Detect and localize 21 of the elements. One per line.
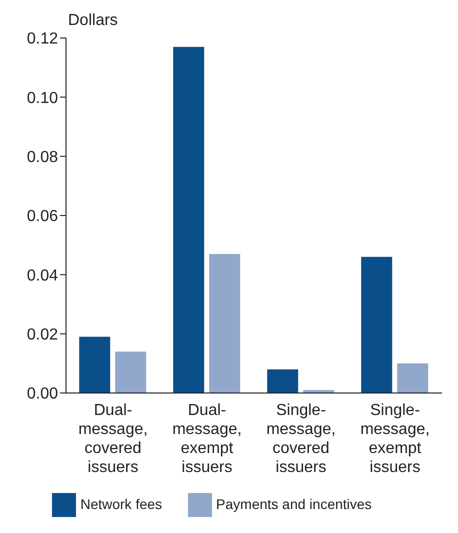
y-tick-label: 0.02	[26, 326, 58, 344]
x-tick-label: Single-message, exempt issuers	[360, 402, 430, 476]
bar	[79, 336, 110, 393]
legend-label: Payments and incentives	[216, 496, 372, 512]
legend-label: Network fees	[80, 496, 162, 512]
y-tick-label: 0.06	[26, 208, 58, 226]
y-tick-label: 0.10	[26, 90, 58, 107]
y-tick-label: 0.12	[26, 30, 58, 48]
x-tick-label: Dual-message, covered issuers	[78, 402, 148, 476]
y-tick-label: 0.04	[26, 267, 58, 284]
bar	[115, 352, 146, 393]
bar	[397, 363, 428, 393]
bar	[361, 256, 392, 393]
y-tick-label: 0.08	[26, 149, 58, 166]
y-axis-title: Dollars	[68, 12, 118, 30]
bar	[267, 369, 298, 393]
bar	[173, 46, 204, 393]
bar	[209, 254, 240, 393]
x-tick-label: Single-message, covered issuers	[266, 402, 336, 476]
y-tick-label: 0.00	[26, 386, 58, 403]
x-tick-label: Dual-message, exempt issuers	[172, 402, 242, 476]
